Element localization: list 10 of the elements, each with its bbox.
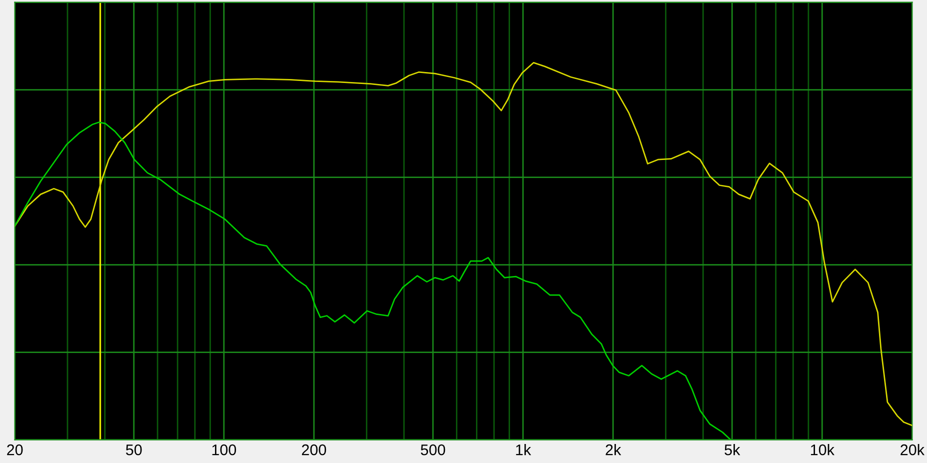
x-tick-label: 200 bbox=[302, 444, 326, 456]
x-tick-label: 2k bbox=[606, 444, 622, 456]
x-tick-label: 500 bbox=[420, 444, 446, 456]
x-tick-label: 50 bbox=[126, 444, 142, 456]
x-tick-label: 100 bbox=[212, 444, 236, 456]
x-tick-label: 1k bbox=[516, 444, 532, 456]
x-tick-label: 10k bbox=[810, 444, 834, 456]
x-tick-label: 20k bbox=[900, 444, 925, 456]
x-tick-label: 5k bbox=[724, 444, 740, 456]
x-tick-label: 20 bbox=[7, 444, 23, 456]
